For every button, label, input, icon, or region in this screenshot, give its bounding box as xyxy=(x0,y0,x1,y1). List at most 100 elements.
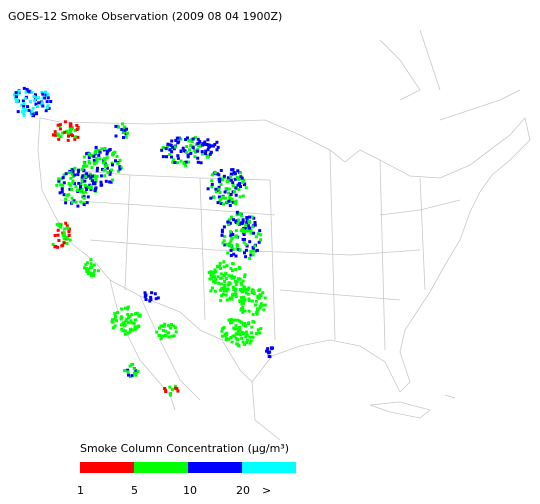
smoke-pixel xyxy=(71,179,75,183)
smoke-pixel xyxy=(236,211,240,215)
smoke-pixel xyxy=(248,341,252,345)
smoke-pixel xyxy=(64,221,68,225)
smoke-pixel xyxy=(76,173,80,177)
smoke-pixel xyxy=(213,275,217,279)
smoke-pixel xyxy=(237,188,241,191)
smoke-pixel xyxy=(251,312,255,316)
smoke-pixel xyxy=(73,166,77,170)
smoke-pixel xyxy=(213,143,217,146)
smoke-pixel xyxy=(70,127,73,131)
smoke-pixel xyxy=(209,289,213,293)
smoke-pixel xyxy=(106,149,110,153)
smoke-pixel xyxy=(92,272,96,275)
smoke-pixel xyxy=(223,283,227,287)
smoke-pixel xyxy=(247,229,251,233)
smoke-pixel xyxy=(260,303,264,307)
smoke-pixel xyxy=(46,92,50,96)
smoke-pixel xyxy=(41,104,45,108)
smoke-pixel xyxy=(229,248,233,252)
smoke-pixel xyxy=(128,364,132,368)
smoke-pixel xyxy=(15,98,19,102)
smoke-pixel xyxy=(45,106,49,109)
smoke-pixel xyxy=(215,148,219,152)
smoke-pixel xyxy=(214,187,218,191)
smoke-pixel xyxy=(243,309,247,313)
smoke-pixel xyxy=(251,253,255,257)
smoke-pixel xyxy=(217,177,221,181)
smoke-pixel xyxy=(210,273,214,277)
smoke-pixel xyxy=(237,177,241,181)
smoke-pixel xyxy=(233,289,237,293)
smoke-pixel xyxy=(189,144,193,148)
smoke-pixel xyxy=(135,326,139,330)
smoke-pixel xyxy=(134,369,138,373)
smoke-pixel xyxy=(231,168,235,172)
smoke-pixel xyxy=(214,270,218,274)
smoke-pixel xyxy=(234,235,238,239)
smoke-pixel xyxy=(87,270,91,274)
smoke-pixel xyxy=(170,155,173,159)
smoke-pixel xyxy=(176,161,179,165)
smoke-pixel xyxy=(89,188,93,192)
smoke-pixel xyxy=(254,332,258,336)
smoke-pixel xyxy=(239,296,243,300)
smoke-pixel xyxy=(21,99,25,103)
smoke-pixel xyxy=(207,271,211,275)
legend: 1 5 10 20 > xyxy=(77,462,296,497)
smoke-pixel xyxy=(63,233,66,237)
smoke-pixel xyxy=(66,193,70,197)
legend-label: 1 xyxy=(77,484,84,497)
smoke-pixel xyxy=(229,175,233,179)
legend-swatch xyxy=(80,462,134,473)
smoke-pixel xyxy=(58,123,62,127)
smoke-pixel xyxy=(226,220,230,224)
smoke-pixel xyxy=(191,146,195,150)
smoke-pixel xyxy=(93,189,97,192)
smoke-pixel xyxy=(210,286,214,290)
smoke-pixel xyxy=(238,299,242,303)
smoke-pixel xyxy=(220,276,224,280)
smoke-pixel xyxy=(22,113,26,117)
smoke-pixel xyxy=(238,222,241,226)
smoke-pixel xyxy=(228,204,232,207)
smoke-pixel xyxy=(99,183,103,187)
smoke-pixel xyxy=(231,269,234,273)
smoke-pixel xyxy=(218,191,222,194)
smoke-pixel xyxy=(229,178,233,182)
smoke-pixel xyxy=(226,251,230,255)
smoke-pixel xyxy=(228,221,232,225)
smoke-pixel xyxy=(243,342,247,346)
smoke-pixel xyxy=(67,182,71,186)
smoke-pixel xyxy=(144,298,148,301)
smoke-pixel xyxy=(102,161,105,165)
smoke-pixel xyxy=(228,197,232,201)
smoke-pixel xyxy=(185,136,189,140)
smoke-pixel xyxy=(163,334,167,338)
smoke-pixel xyxy=(187,139,191,143)
smoke-pixel xyxy=(216,145,220,149)
smoke-pixel xyxy=(233,172,237,176)
smoke-pixel xyxy=(244,255,248,259)
legend-swatch xyxy=(188,462,242,473)
smoke-pixel xyxy=(242,233,246,236)
smoke-pixel xyxy=(214,277,218,281)
smoke-pixel xyxy=(106,171,110,175)
smoke-pixel xyxy=(217,264,221,268)
smoke-pixel xyxy=(35,112,38,116)
smoke-pixel xyxy=(225,298,229,302)
smoke-pixel xyxy=(259,238,263,242)
smoke-pixel xyxy=(95,159,99,163)
smoke-pixel xyxy=(168,148,172,152)
smoke-pixel xyxy=(85,270,89,273)
smoke-pixel xyxy=(114,134,118,138)
smoke-pixel xyxy=(182,162,186,165)
smoke-pixel xyxy=(101,167,104,171)
smoke-pixel xyxy=(161,329,165,332)
smoke-pixel xyxy=(31,112,35,116)
smoke-pixel xyxy=(155,330,159,334)
smoke-pixel xyxy=(225,289,229,293)
smoke-pixel xyxy=(30,110,34,114)
smoke-pixel xyxy=(233,318,237,322)
smoke-pixel xyxy=(217,281,221,285)
smoke-pixel xyxy=(130,313,134,317)
